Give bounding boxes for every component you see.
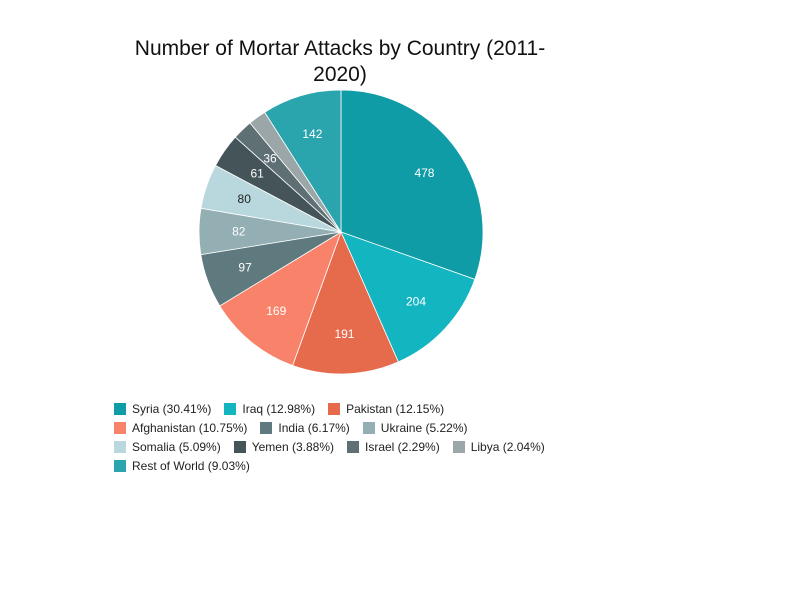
pie-slice-syria[interactable] (340, 89, 484, 280)
legend-label: Libya (2.04%) (470, 439, 545, 454)
legend-swatch (362, 421, 375, 434)
pie-slice-afghanistan[interactable] (219, 231, 342, 367)
legend-row: Syria (30.41%) Iraq (12.98%) Pakistan (12.… (114, 399, 584, 418)
legend-label: Pakistan (12.15%) (346, 401, 445, 416)
legend-swatch (114, 402, 126, 415)
chart-title-line-1: Number of Mortar Attacks by Country (201… (134, 37, 546, 60)
legend-swatch (328, 402, 341, 415)
legend-item-somalia[interactable]: Somalia (5.09%) (114, 440, 221, 454)
legend-swatch (260, 421, 273, 434)
slice-value-label: 191 (334, 327, 354, 341)
slice-value-label: 61 (250, 166, 264, 180)
legend-label: Ukraine (5.22%) (380, 420, 468, 435)
legend-label: Rest of World (9.03%) (132, 458, 250, 473)
legend-item-ukraine[interactable]: Ukraine (5.22%) (362, 420, 468, 435)
legend-item-yemen[interactable]: Yemen (3.88%) (233, 439, 334, 454)
slice-value-label: 142 (302, 127, 322, 141)
legend-swatch (114, 440, 126, 453)
pie-slice-rest-of-world[interactable] (264, 89, 342, 234)
legend-item-israel[interactable]: Israel (2.29%) (347, 440, 440, 454)
legend-row: Afghanistan (10.75%) India (6.17%) Ukraine… (114, 418, 584, 437)
legend-item-libya[interactable]: Libya (2.04%) (452, 439, 545, 454)
slice-value-label: 82 (232, 225, 246, 239)
legend-swatch (114, 421, 126, 434)
legend-label: Afghanistan (10.75%) (132, 420, 248, 435)
legend-label: Somalia (5.09%) (132, 439, 221, 454)
chart-title-line-2: 2020) (313, 63, 367, 86)
chart-title: Number of Mortar Attacks by Country (201… (110, 36, 570, 88)
pie-slice-iraq[interactable] (340, 231, 476, 363)
slice-value-label: 204 (406, 295, 426, 309)
legend-label: Syria (30.41%) (132, 401, 212, 416)
legend-item-syria[interactable]: Syria (30.41%) (114, 402, 211, 416)
legend-swatch (452, 440, 465, 453)
slice-value-label: 478 (414, 166, 434, 180)
legend-label: India (6.17%) (278, 420, 350, 435)
legend-row: Rest of World (9.03%) (114, 456, 584, 475)
legend-item-rest-of-world[interactable]: Rest of World (9.03%) (114, 459, 250, 473)
chart-legend: Syria (30.41%) Iraq (12.98%) Pakistan (12.… (114, 399, 584, 475)
slice-value-label: 169 (266, 304, 286, 318)
slice-value-label: 97 (238, 260, 252, 274)
slice-value-label: 36 (263, 151, 277, 165)
legend-swatch (114, 459, 126, 472)
legend-row: Somalia (5.09%) Yemen (3.88%) Israel (2.29… (114, 437, 584, 456)
legend-label: Israel (2.29%) (365, 439, 440, 454)
legend-item-afghanistan[interactable]: Afghanistan (10.75%) (114, 421, 247, 435)
legend-item-pakistan[interactable]: Pakistan (12.15%) (328, 402, 444, 416)
legend-item-iraq[interactable]: Iraq (12.98%) (224, 402, 315, 416)
pie-slice-pakistan[interactable] (292, 230, 399, 375)
legend-item-india[interactable]: India (6.17%) (260, 420, 350, 435)
slice-value-label: 80 (238, 192, 252, 206)
legend-label: Iraq (12.98%) (242, 401, 316, 416)
legend-swatch (224, 402, 237, 415)
legend-swatch (233, 440, 246, 453)
legend-swatch (347, 440, 359, 453)
legend-label: Yemen (3.88%) (251, 439, 334, 454)
